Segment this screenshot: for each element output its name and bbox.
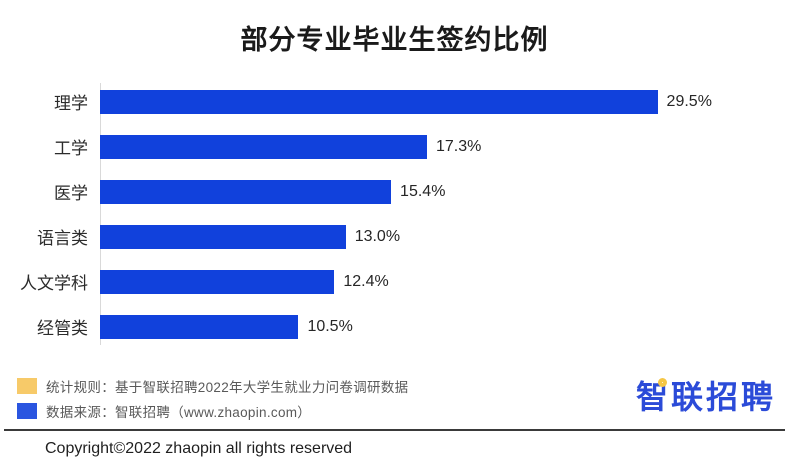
bar-row: 理学 29.5% xyxy=(0,79,760,124)
legend-label: 数据来源：智联招聘（www.zhaopin.com） xyxy=(46,405,312,420)
value-label: 15.4% xyxy=(400,182,446,200)
bar-rows-container: 理学 29.5% 工学 17.3% 医学 15.4% 语言类 13.0% 人文学科 12.4% 经管… xyxy=(0,79,760,349)
category-label: 人文学科 xyxy=(20,274,88,293)
bar xyxy=(100,134,427,159)
bar xyxy=(100,269,335,294)
bar-chart: 理学 29.5% 工学 17.3% 医学 15.4% 语言类 13.0% 人文学科 12.4% 经管… xyxy=(0,79,760,349)
bar-row: 语言类 13.0% xyxy=(0,214,760,259)
legend-item-stat-rule: 统计规则：基于智联招聘2022年大学生就业力问卷调研数据 xyxy=(17,376,408,396)
copyright-text: Copyright©2022 zhaopin all rights reserv… xyxy=(45,440,353,457)
legend-swatch-yellow xyxy=(17,378,37,394)
bar xyxy=(100,89,658,114)
value-label: 10.5% xyxy=(307,317,353,335)
bar-row: 工学 17.3% xyxy=(0,124,760,169)
category-label: 工学 xyxy=(54,139,88,158)
category-label: 理学 xyxy=(54,94,88,113)
value-label: 29.5% xyxy=(666,92,712,110)
bar xyxy=(100,179,392,204)
zhaopin-logo-ring-icon xyxy=(657,378,667,387)
bar-row: 人文学科 12.4% xyxy=(0,259,760,304)
category-label: 医学 xyxy=(54,184,88,203)
legend-swatch-blue xyxy=(17,403,37,419)
legend: 统计规则：基于智联招聘2022年大学生就业力问卷调研数据 数据来源：智联招聘（w… xyxy=(17,376,408,426)
zhaopin-logo-text: 智联招聘 xyxy=(635,379,776,415)
category-label: 经管类 xyxy=(37,319,88,338)
zhaopin-logo: 智联招聘 xyxy=(636,377,776,417)
chart-title: 部分专业毕业生签约比例 xyxy=(240,25,549,55)
legend-item-data-source: 数据来源：智联招聘（www.zhaopin.com） xyxy=(17,401,408,421)
bar xyxy=(100,224,346,249)
value-label: 12.4% xyxy=(343,272,389,290)
legend-label: 统计规则：基于智联招聘2022年大学生就业力问卷调研数据 xyxy=(46,380,409,395)
bar xyxy=(100,314,299,339)
value-label: 13.0% xyxy=(354,227,401,245)
y-axis-line xyxy=(100,83,101,345)
bar-row: 经管类 10.5% xyxy=(0,304,760,349)
bar-row: 医学 15.4% xyxy=(0,169,760,214)
value-label: 17.3% xyxy=(435,137,482,155)
footer-divider xyxy=(4,429,785,431)
category-label: 语言类 xyxy=(37,229,88,248)
